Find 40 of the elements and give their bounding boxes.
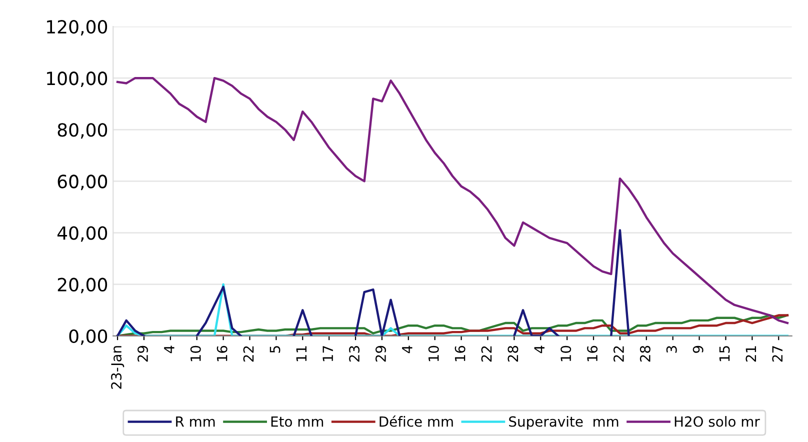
x-tick-label: 16 (587, 346, 598, 362)
y-tick-label: 60,00 (58, 174, 108, 190)
x-tick-label: 15 (719, 346, 730, 362)
x-tick-label: 28 (640, 346, 650, 362)
y-tick-label: 0,00 (69, 329, 108, 345)
line-series (116, 76, 789, 324)
y-tick-label: 120,00 (47, 20, 108, 36)
y-tick-label: 20,00 (58, 278, 108, 294)
x-tick-label: 16 (216, 346, 228, 362)
x-tick-label: 22 (613, 346, 624, 362)
x-tick-label: 11 (296, 346, 306, 362)
x-tick-label: 10 (190, 346, 201, 362)
x-tick-label: 29 (137, 346, 148, 362)
x-tick-label: 5 (270, 346, 280, 353)
x-tick-label: 4 (534, 346, 544, 354)
y-tick-label: 40,00 (57, 226, 108, 242)
legend-label: R mm (176, 416, 215, 427)
x-tick-label: 28 (508, 346, 518, 362)
y-tick-label: 80,00 (58, 123, 108, 139)
x-tick-label: 10 (560, 346, 572, 362)
x-tick-label: 3 (666, 346, 677, 353)
x-tick-label: 21 (746, 346, 756, 362)
x-tick-label: 4 (402, 346, 412, 354)
x-tick-label: 27 (772, 346, 782, 362)
x-tick-label: 29 (375, 346, 386, 362)
x-tick-label: 22 (243, 346, 254, 362)
x-tick-label: 9 (692, 346, 704, 353)
x-tick-label: 22 (481, 346, 492, 362)
x-tick-label: 10 (428, 346, 439, 362)
legend-label: Défice mm (380, 416, 453, 427)
y-tick-label: 100,00 (47, 72, 108, 88)
x-tick-label: 16 (454, 346, 466, 362)
line-series (116, 283, 789, 336)
x-tick-label: 4 (164, 346, 174, 354)
legend-label: H2O solo mr (674, 416, 760, 427)
legend-label: Eto mm (271, 416, 324, 427)
legend-label: Superavite mm (509, 416, 618, 430)
x-tick-label: 17 (322, 346, 333, 362)
x-tick-label: 23 (349, 346, 360, 362)
x-tick-label: 23-Jan (111, 346, 124, 389)
